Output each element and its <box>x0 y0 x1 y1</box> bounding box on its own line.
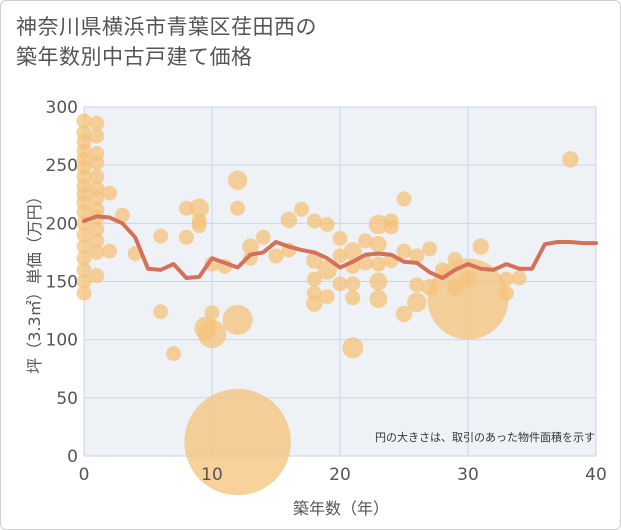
bubble-point <box>280 211 298 229</box>
y-tick-label: 150 <box>46 273 78 293</box>
bubble-point <box>358 233 374 249</box>
bubble-point <box>89 128 105 144</box>
bubble-point <box>370 256 386 272</box>
bubble-point <box>407 292 427 313</box>
bubble-point <box>427 258 509 340</box>
bubble-point <box>230 200 246 216</box>
bubble-point <box>197 319 227 349</box>
y-tick-label: 250 <box>46 156 78 176</box>
bubble-point <box>332 230 348 246</box>
bubble-point <box>178 200 194 216</box>
bubble-point <box>370 236 387 253</box>
bubble-point <box>89 146 105 162</box>
bubble-point <box>178 229 194 245</box>
bubble-point <box>396 243 412 259</box>
bubble-point <box>268 248 284 264</box>
bubble-point <box>319 216 335 232</box>
bubble-point <box>76 125 92 141</box>
size-note: 円の大きさは、取引のあった物件面積を示す <box>375 430 595 444</box>
bubble-point <box>242 238 259 255</box>
bubble-point <box>153 228 169 244</box>
bubble-point <box>306 271 322 287</box>
bubble-point <box>343 242 362 261</box>
x-tick-label: 30 <box>457 465 479 485</box>
bubble-point <box>89 244 105 260</box>
bubble-point <box>332 248 348 264</box>
chart-title: 神奈川県横浜市青葉区荏田西の 築年数別中古戸建て価格 <box>16 12 317 72</box>
bubble-point <box>166 346 182 362</box>
bubble-point <box>89 268 105 284</box>
x-tick-label: 0 <box>79 465 90 485</box>
bubble-point <box>358 255 374 271</box>
bubble-point <box>191 218 207 234</box>
bubble-point <box>342 337 364 359</box>
bubble-point <box>369 289 388 308</box>
bubble-point <box>306 213 322 229</box>
bubble-point <box>498 271 514 287</box>
bubble-point <box>472 238 490 255</box>
y-tick-label: 200 <box>46 214 78 234</box>
bubble-point <box>89 221 105 237</box>
bubble-point <box>409 277 425 293</box>
chart-title-line2: 築年数別中古戸建て価格 <box>16 45 253 69</box>
bubble-point <box>189 198 209 218</box>
bubble-point <box>227 170 248 191</box>
bubble-point <box>76 274 92 289</box>
bubble-point <box>319 289 335 305</box>
bubble-point <box>76 227 92 243</box>
chart-title-line1: 神奈川県横浜市青葉区荏田西の <box>16 15 317 39</box>
bubble-point <box>383 219 399 235</box>
bubble-point <box>76 285 92 301</box>
bubble-point <box>409 248 425 264</box>
bubble-point <box>498 285 514 301</box>
y-tick-label: 50 <box>56 389 78 409</box>
bubble-point <box>222 304 253 335</box>
bubble-point <box>89 115 105 131</box>
bubble-point <box>102 185 118 201</box>
bubble-point <box>368 214 389 235</box>
bubble-point <box>76 250 92 266</box>
x-tick-label: 10 <box>201 465 223 485</box>
bubble-point <box>89 233 105 249</box>
bubble-point <box>255 229 271 245</box>
bubble-point <box>345 276 361 292</box>
bubble-point <box>306 295 323 312</box>
bubble-point <box>562 151 579 168</box>
x-tick-label: 20 <box>329 465 351 485</box>
y-tick-label: 300 <box>46 98 78 118</box>
bubble-point <box>396 191 412 207</box>
y-axis-label: 坪（3.3㎡）単価（万円） <box>25 188 44 373</box>
bubble-point <box>76 113 92 129</box>
bubble-point <box>204 305 220 321</box>
y-tick-label: 100 <box>46 331 78 351</box>
bubble-point <box>76 262 92 278</box>
bubble-point <box>102 243 118 259</box>
bubble-point <box>395 305 413 323</box>
y-tick-label: 0 <box>67 447 78 467</box>
bubble-point <box>317 260 337 280</box>
x-tick-label: 40 <box>585 465 607 485</box>
x-axis-ticks: 0 10 20 30 40 <box>79 465 607 485</box>
bubble-point <box>89 201 105 217</box>
x-axis-label: 築年数（年） <box>293 499 389 518</box>
bubble-point <box>153 304 169 320</box>
bubble-point <box>76 239 92 255</box>
bubble-point <box>114 207 130 223</box>
bubble-point <box>89 169 105 185</box>
y-axis-ticks: 0 50 100 150 200 250 300 <box>46 98 78 467</box>
bubble-point <box>184 388 291 496</box>
trend-line <box>82 214 598 281</box>
bubble-layer <box>76 113 579 496</box>
bubble-point <box>369 272 388 291</box>
bubble-point <box>511 270 527 286</box>
bubble-point <box>345 290 361 306</box>
bubble-point <box>422 241 438 257</box>
bubble-point <box>332 276 348 292</box>
bubble-point <box>89 180 105 196</box>
bubble-point <box>294 201 310 217</box>
